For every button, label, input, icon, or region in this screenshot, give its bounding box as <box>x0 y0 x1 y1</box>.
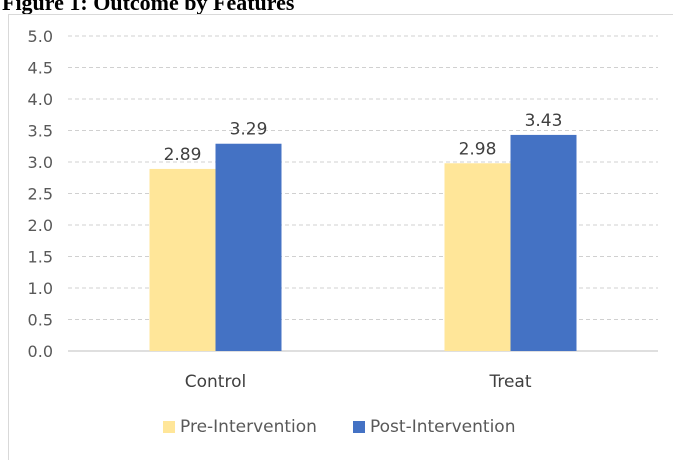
data-label: 2.89 <box>164 145 202 165</box>
y-tick-label: 2.0 <box>28 216 53 235</box>
legend-swatch <box>353 421 365 433</box>
y-tick-label: 4.5 <box>28 59 53 78</box>
legend-label: Pre-Intervention <box>180 417 317 437</box>
data-label: 3.43 <box>525 111 563 131</box>
x-category-label: Control <box>185 372 246 392</box>
bar-post-intervention <box>215 143 282 351</box>
bars <box>149 134 577 351</box>
y-tick-label: 0.5 <box>28 311 53 330</box>
legend: Pre-Intervention Post-Intervention <box>163 417 515 437</box>
x-category-label: Treat <box>488 372 531 392</box>
y-tick-label: 0.0 <box>28 342 53 361</box>
y-tick-label: 1.0 <box>28 279 53 298</box>
y-tick-label: 3.0 <box>28 153 53 172</box>
bar-pre-intervention <box>149 168 216 351</box>
bar-post-intervention <box>510 134 577 351</box>
y-tick-label: 1.5 <box>28 248 53 267</box>
y-tick-label: 2.5 <box>28 185 53 204</box>
y-axis-ticks: 0.0 0.5 1.0 1.5 2.0 2.5 3.0 3.5 4.0 4.5 5.0 <box>28 27 53 361</box>
data-label: 3.29 <box>230 120 268 140</box>
bar-pre-intervention <box>444 163 511 351</box>
y-tick-label: 4.0 <box>28 90 53 109</box>
data-label: 2.98 <box>459 139 497 159</box>
x-axis-categories: Control Treat <box>185 372 532 392</box>
y-tick-label: 5.0 <box>28 27 53 46</box>
y-tick-label: 3.5 <box>28 122 53 141</box>
legend-swatch <box>163 421 175 433</box>
data-labels: 2.89 3.29 2.98 3.43 <box>164 111 563 165</box>
figure-caption: Figure 1: Outcome by Features <box>2 0 295 15</box>
chart-frame <box>8 14 673 460</box>
legend-label: Post-Intervention <box>370 417 515 437</box>
